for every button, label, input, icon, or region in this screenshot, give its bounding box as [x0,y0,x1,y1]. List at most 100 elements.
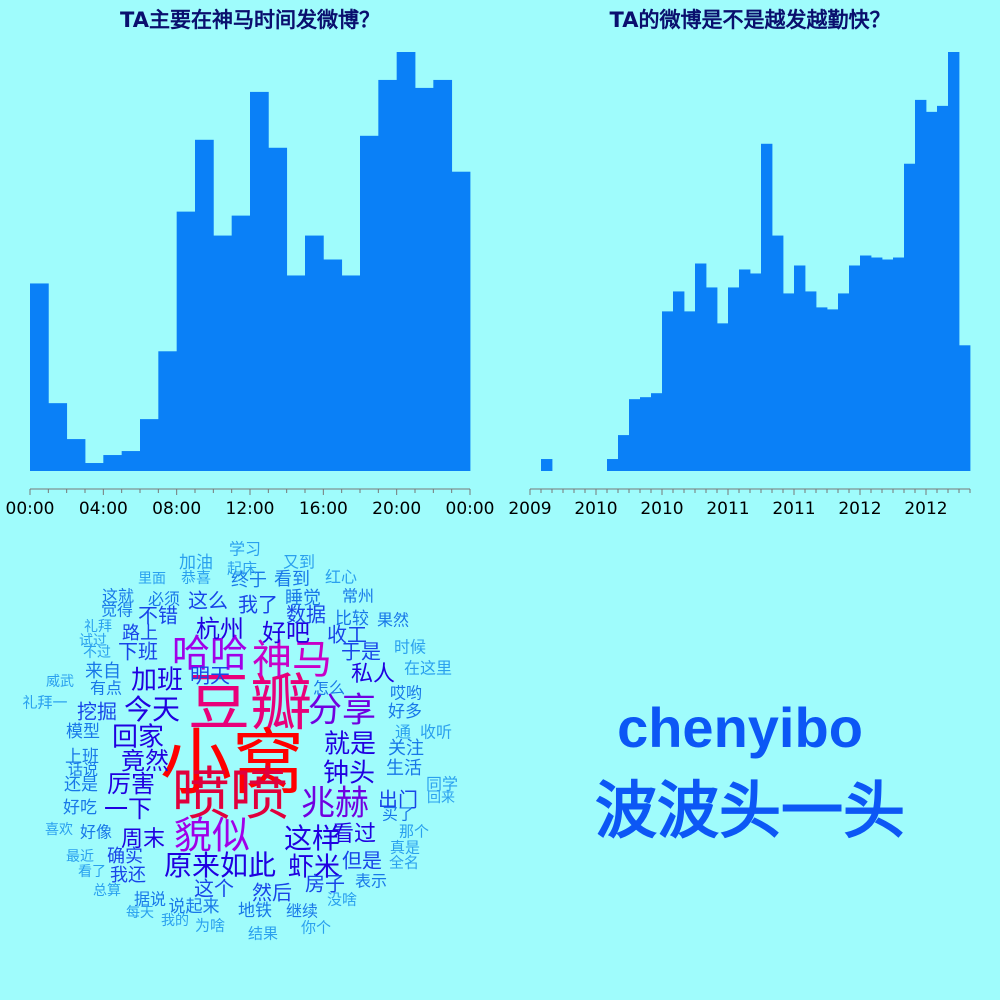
bar [433,79,453,472]
word-cloud-word: 但是 [342,849,382,873]
word-cloud-word: 确实 [107,846,143,867]
word-cloud-word: 我的 [161,913,189,929]
word-cloud-word: 厉害 [107,770,155,798]
bar [121,451,141,471]
word-cloud-word: 豆瓣 [188,666,312,739]
word-cloud-word: 有点 [90,679,122,698]
tick-label: 04:00 [79,499,128,519]
bar [816,307,828,471]
word-cloud-word: 时候 [394,638,426,657]
word-cloud-word: 回家 [112,723,164,753]
word-cloud-word: 结果 [248,925,278,943]
word-cloud-word: 加油 [179,553,213,573]
bar [213,235,233,471]
word-cloud-word: 常州 [342,587,374,606]
tick-label: 00:00 [446,499,495,519]
word-cloud-word: 数据 [286,603,326,627]
tick-label: 16:00 [299,499,348,519]
word-cloud-word: 好吃 [63,798,97,818]
word-cloud-word: 我了 [238,593,278,617]
bar [904,163,916,472]
bar [360,135,379,472]
word-cloud-word: 觉得 [101,601,133,620]
bar [871,257,883,471]
bar [695,263,707,471]
bar [651,393,663,471]
bar [761,143,773,471]
word-cloud-word: 回来 [427,790,455,806]
tick-label: 12:00 [226,499,275,519]
bar [948,52,960,471]
word-cloud-word: 房子 [305,872,345,896]
bar [882,259,894,471]
bar [959,345,971,471]
word-cloud-word: 这么 [188,589,228,613]
word-cloud-word: 表示 [355,872,387,891]
word-cloud-word: 买了 [382,805,414,824]
tick-label: 2009 [508,499,551,519]
word-cloud-word: 比较 [335,609,369,629]
word-cloud-word: 看了 [78,864,106,880]
bar [937,105,949,472]
bar [728,287,740,471]
word-cloud-word: 下班 [118,640,158,664]
word-cloud-word: 为啥 [195,917,225,935]
bar [926,111,938,472]
bar [717,323,729,471]
tick-label: 20:00 [372,499,421,519]
bar [250,91,269,472]
word-cloud-word: 真是 [390,839,420,857]
bar [838,293,850,471]
word-cloud-word: 明天 [190,664,230,688]
bar [305,235,324,471]
tick-label: 00:00 [6,499,55,519]
word-cloud-word: 上班 [65,747,99,767]
word-cloud-word: 里面 [138,571,166,587]
bar [640,397,652,471]
bar [341,275,361,471]
word-cloud-word: 神马 [252,637,332,683]
bar [30,283,49,471]
word-cloud-word: 收听 [420,723,452,742]
word-cloud-word: 最近 [66,849,94,865]
word-cloud-word: 模型 [66,722,100,742]
user-nickname: 波波头一头 [594,774,905,847]
word-cloud-word: 关注 [388,738,424,759]
bar [860,255,872,471]
bar [849,265,861,471]
word-cloud-word: 同学 [426,775,458,794]
bar [66,439,86,471]
bar [618,435,630,471]
bar [706,287,718,471]
bar [662,311,674,471]
tick-label: 08:00 [152,499,201,519]
bar [85,463,104,471]
word-cloud-word: 我还 [110,865,146,886]
word-cloud-word: 哈哈 [172,632,248,676]
word-cloud-word: 看过 [332,822,376,847]
bar [783,293,795,471]
bar [103,455,123,471]
word-cloud-word: 说起来 [169,897,220,917]
bar [805,291,817,471]
word-cloud-word: 威武 [46,674,74,690]
tick-label: 2011 [706,499,749,519]
bar [286,275,306,471]
word-cloud-word: 杭州 [196,615,244,643]
bar [396,52,416,471]
word-cloud-word: 这样 [284,822,340,855]
bar [231,215,251,471]
word-cloud-word: 这就 [102,587,134,606]
bar [893,257,905,471]
word-cloud-word: 起床 [227,560,257,578]
word-cloud-word: 地铁 [238,901,272,921]
word-cloud-word: 好像 [80,823,112,842]
word-cloud-word: 加班 [131,666,183,696]
bar [451,171,471,471]
month-histogram: 2009 2010 2010 2011 2011 2012 2012 [508,52,971,519]
bar [750,273,762,471]
word-cloud-word: 通 [395,723,411,742]
word-cloud-word: 收工 [327,623,367,647]
tick-label: 2011 [772,499,815,519]
word-cloud-word: 还是 [64,775,98,795]
